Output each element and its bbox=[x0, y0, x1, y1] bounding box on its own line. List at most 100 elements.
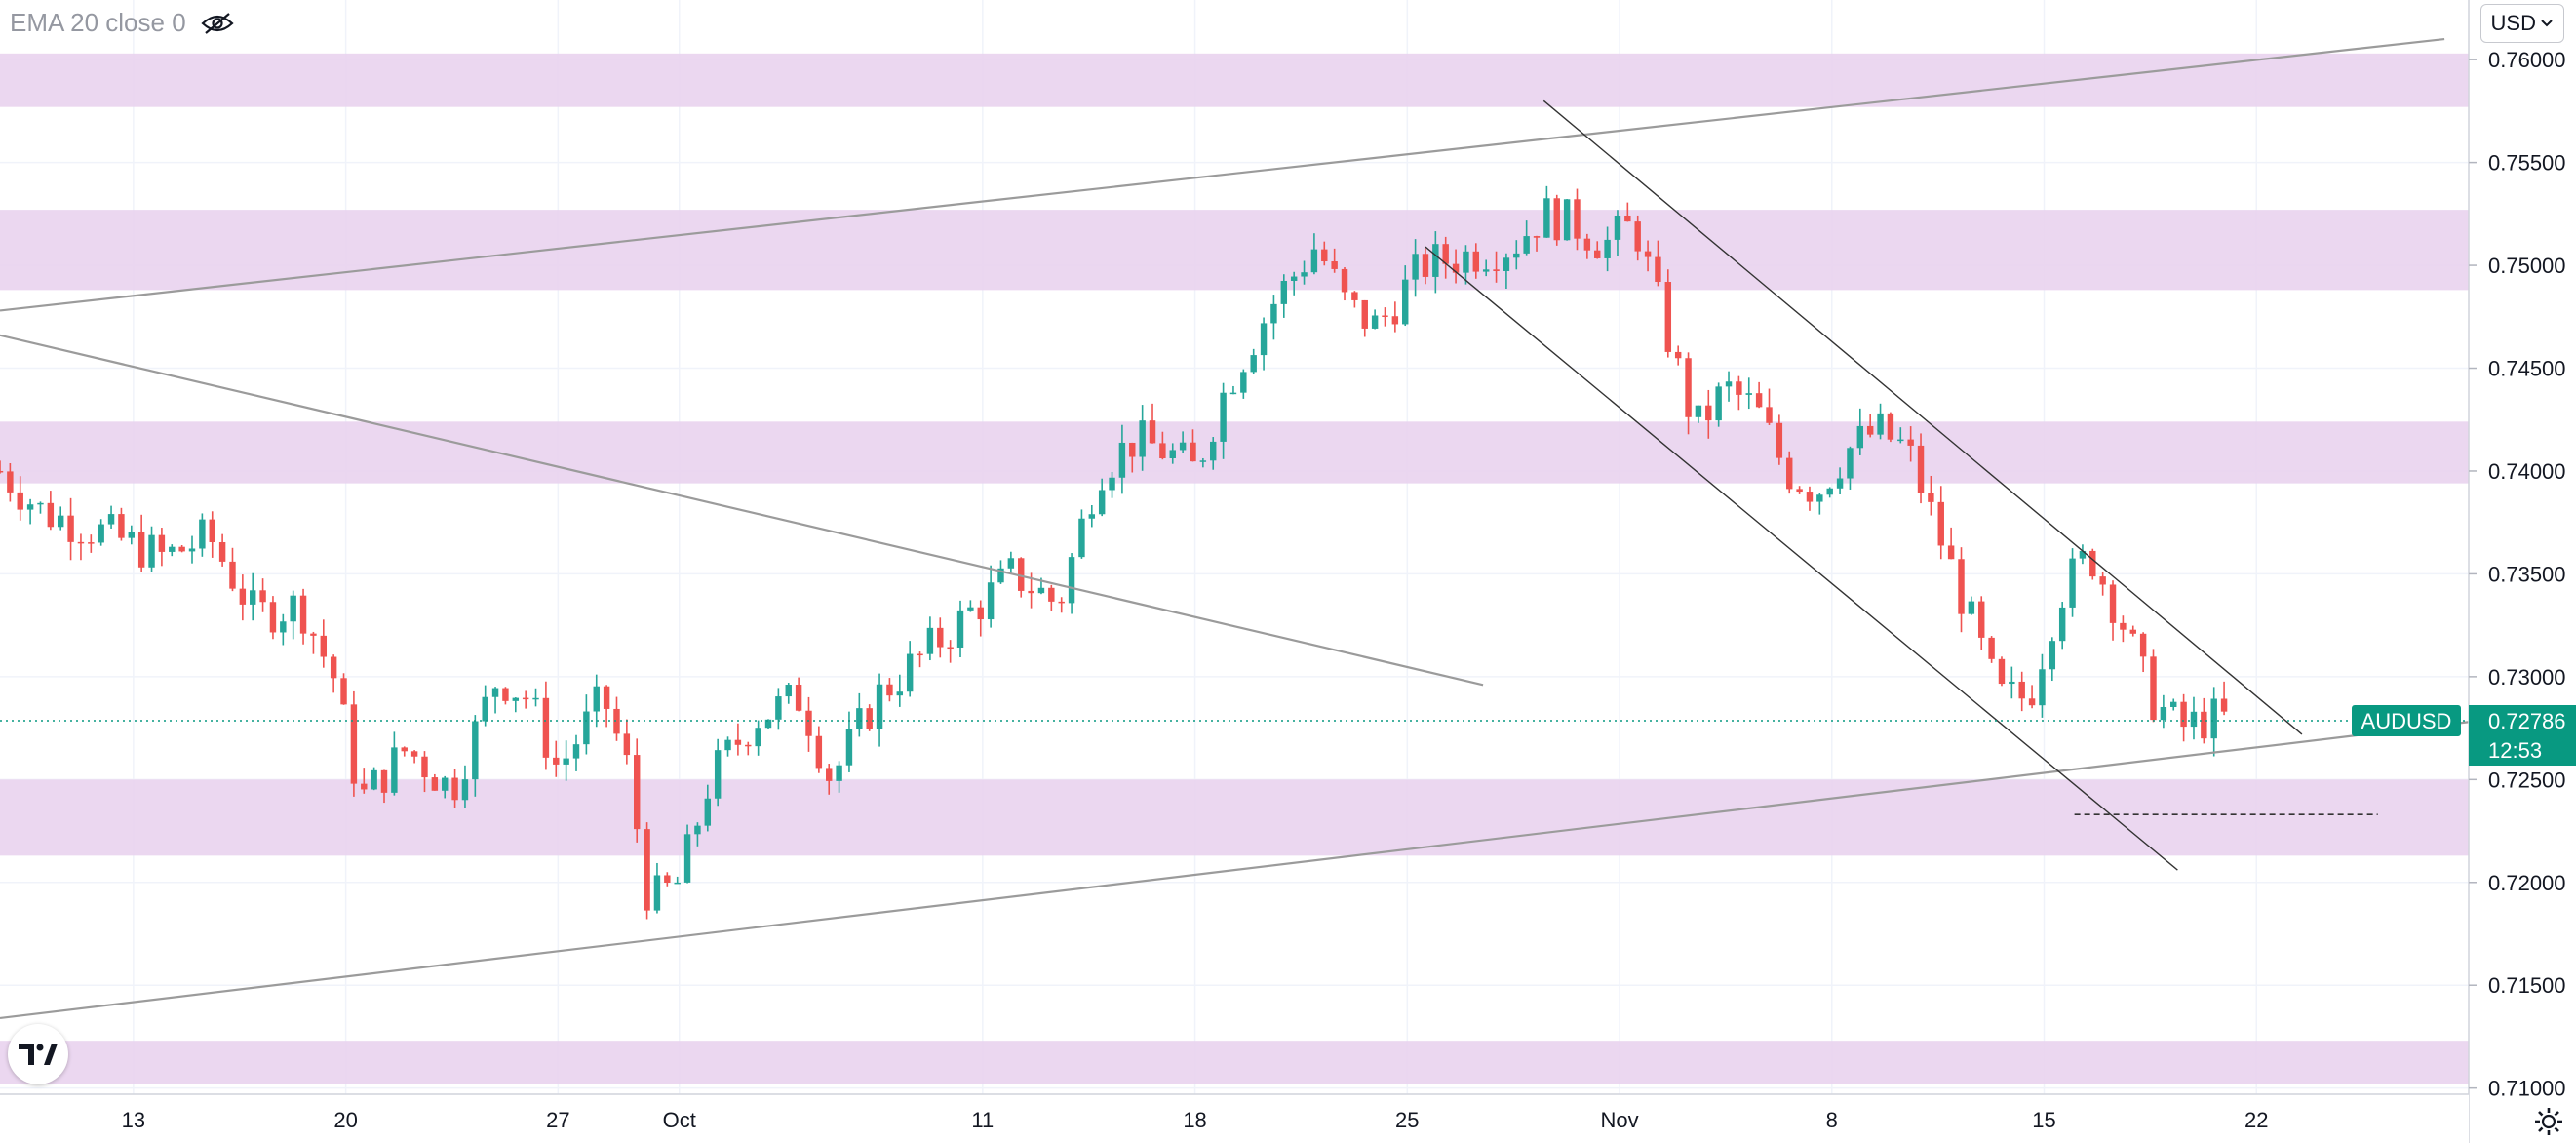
candle-down bbox=[1907, 426, 1914, 462]
candle-up bbox=[1220, 382, 1227, 459]
candle-up bbox=[1402, 265, 1409, 327]
candle-body bbox=[88, 542, 95, 544]
tradingview-logo-icon[interactable] bbox=[8, 1024, 68, 1084]
candle-down bbox=[209, 511, 215, 558]
candle-down bbox=[1331, 248, 1338, 273]
candle-down bbox=[1149, 403, 1156, 444]
candle-down bbox=[2139, 632, 2147, 673]
candle-down bbox=[259, 578, 266, 612]
candle-down bbox=[431, 773, 439, 791]
gear-icon[interactable] bbox=[2533, 1106, 2564, 1137]
candle-body bbox=[1321, 249, 1328, 262]
candle-up bbox=[764, 719, 772, 729]
candle-body bbox=[2170, 701, 2177, 707]
candle-body bbox=[1351, 292, 1358, 300]
zone-4 bbox=[0, 779, 2469, 856]
candle-body bbox=[1806, 492, 1814, 502]
candle-body bbox=[1220, 392, 1227, 442]
y-tick-label: 0.74000 bbox=[2488, 459, 2566, 484]
candle-down bbox=[634, 738, 641, 843]
candle-body bbox=[522, 697, 529, 700]
candle-body bbox=[1371, 315, 1379, 329]
candle-up bbox=[563, 740, 569, 781]
candle-body bbox=[1159, 443, 1166, 458]
candle-up bbox=[1463, 245, 1469, 285]
candle-down bbox=[1493, 251, 1500, 283]
candle-up bbox=[371, 767, 377, 791]
candle-body bbox=[886, 684, 893, 696]
candle-body bbox=[2160, 706, 2167, 721]
indicator-label[interactable]: EMA 20 close 0 bbox=[10, 8, 186, 37]
candle-body bbox=[1847, 448, 1854, 479]
candle-down bbox=[1391, 301, 1399, 333]
candle-up bbox=[1543, 185, 1550, 238]
candle-down bbox=[1776, 414, 1783, 465]
candle-down bbox=[1755, 381, 1763, 409]
candle-up bbox=[98, 519, 104, 546]
candle-down bbox=[269, 596, 277, 640]
candle-body bbox=[1422, 254, 1429, 277]
candle-body bbox=[745, 744, 752, 747]
candle-up bbox=[37, 501, 44, 514]
currency-label: USD bbox=[2490, 11, 2536, 35]
candle-body bbox=[1118, 442, 1126, 478]
candle-body bbox=[623, 733, 631, 756]
candle-down bbox=[1958, 547, 1965, 633]
candle-up bbox=[1816, 493, 1823, 515]
candle-down bbox=[401, 746, 408, 757]
candle-body bbox=[1978, 601, 1985, 638]
zone-5 bbox=[0, 1041, 2469, 1084]
candle-body bbox=[1310, 249, 1318, 273]
candle-body bbox=[67, 515, 74, 542]
candle-down bbox=[613, 696, 620, 741]
candle-body bbox=[1887, 413, 1894, 440]
currency-selector[interactable]: USD bbox=[2479, 4, 2564, 43]
candle-down bbox=[1190, 429, 1196, 462]
candle-down bbox=[1947, 527, 1955, 560]
candle-down bbox=[1452, 249, 1460, 284]
candle-down bbox=[1705, 389, 1712, 439]
candle-body bbox=[239, 588, 247, 605]
zone-2 bbox=[0, 210, 2469, 291]
candle-body bbox=[917, 653, 923, 656]
candle-down bbox=[917, 651, 923, 668]
candle-up bbox=[1118, 424, 1126, 494]
candle-down bbox=[553, 740, 560, 777]
candle-body bbox=[512, 697, 520, 701]
candle-body bbox=[1018, 558, 1025, 591]
candle-down bbox=[1887, 412, 1894, 443]
candle-body bbox=[1644, 251, 1652, 257]
candle-up bbox=[1088, 505, 1096, 528]
candle-body bbox=[937, 627, 944, 648]
candle-body bbox=[1280, 280, 1288, 304]
candle-up bbox=[583, 694, 590, 755]
candle-body bbox=[694, 825, 701, 835]
chevron-down-icon bbox=[2541, 20, 2553, 27]
candle-body bbox=[2210, 698, 2217, 739]
candle-body bbox=[987, 582, 995, 620]
eye-off-icon[interactable] bbox=[200, 12, 235, 35]
candle-body bbox=[866, 708, 873, 729]
candle-body bbox=[410, 751, 418, 757]
candle-body bbox=[2180, 701, 2187, 728]
candle-down bbox=[1736, 375, 1742, 411]
candle-up bbox=[1856, 408, 1864, 455]
candle-up bbox=[2170, 698, 2177, 711]
candle-body bbox=[2079, 550, 2087, 559]
candle-down bbox=[1361, 299, 1368, 337]
candle-body bbox=[2009, 681, 2015, 685]
candle-body bbox=[997, 568, 1004, 583]
candle-up bbox=[1836, 467, 1844, 494]
candle-body bbox=[674, 882, 681, 885]
candle-body bbox=[826, 768, 833, 781]
candle-down bbox=[2150, 649, 2157, 723]
candle-down bbox=[1866, 414, 1874, 438]
x-tick-label: 20 bbox=[333, 1108, 357, 1132]
zone-1 bbox=[0, 53, 2469, 107]
candle-up bbox=[1503, 253, 1510, 289]
candle-down bbox=[1442, 236, 1449, 279]
x-tick-label: 15 bbox=[2032, 1108, 2055, 1132]
candle-body bbox=[47, 502, 55, 528]
candle-body bbox=[583, 711, 590, 745]
